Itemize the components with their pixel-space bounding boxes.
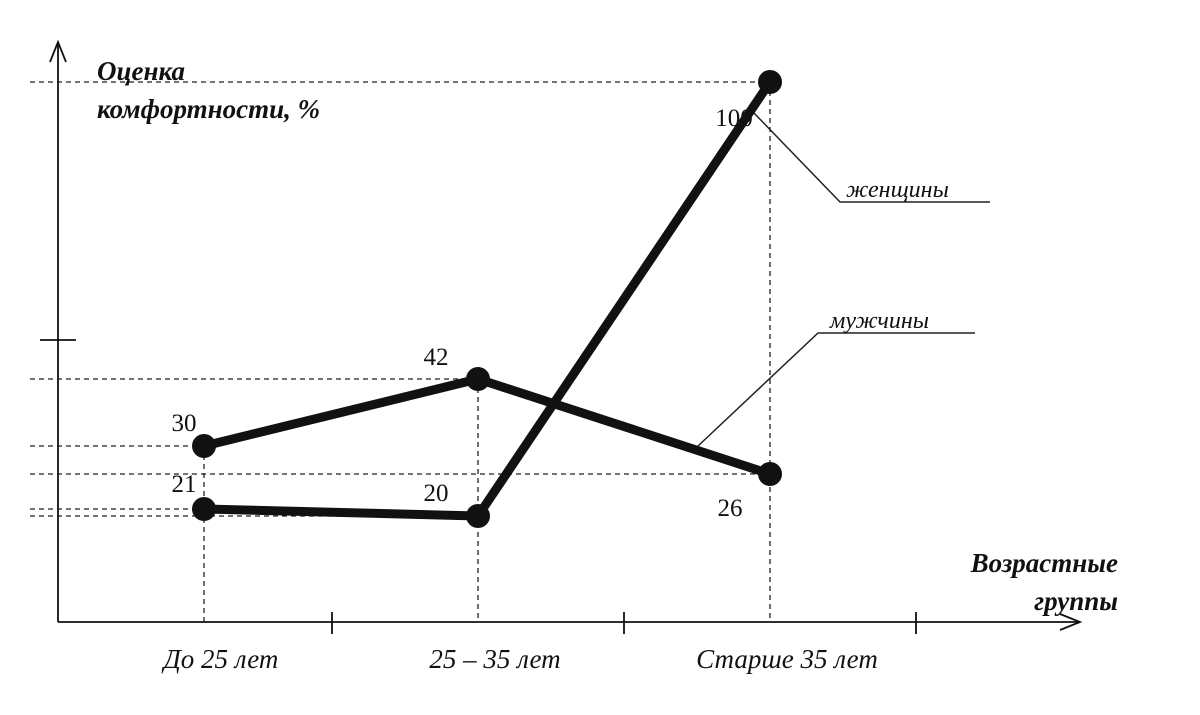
axes bbox=[40, 39, 1083, 634]
series-label-leader bbox=[753, 112, 990, 203]
series-labels: женщины мужчины bbox=[697, 112, 990, 447]
x-axis-title-line2: группы bbox=[1034, 586, 1118, 616]
series-label: мужчины bbox=[829, 308, 929, 334]
value-label: 100 bbox=[715, 105, 753, 132]
y-axis-title-line1: Оценка bbox=[97, 56, 185, 86]
x-axis-arrow bbox=[1059, 613, 1083, 631]
x-tick-label: 25 – 35 лет bbox=[429, 644, 560, 674]
series-label-leader bbox=[697, 332, 975, 447]
value-label: 21 bbox=[172, 471, 197, 498]
data-point bbox=[758, 462, 782, 486]
series-line bbox=[199, 374, 775, 479]
value-labels: 21 20 100 30 42 26 bbox=[172, 105, 753, 522]
value-label: 30 bbox=[172, 410, 197, 437]
category-labels: До 25 лет 25 – 35 лет Старше 35 лет bbox=[161, 644, 878, 674]
y-axis-title-line2: комфортности, % bbox=[97, 94, 320, 124]
data-point bbox=[758, 70, 782, 94]
series-label: женщины bbox=[846, 177, 949, 203]
series-lines bbox=[199, 77, 775, 521]
value-label: 20 bbox=[424, 480, 449, 507]
guide-lines bbox=[30, 81, 771, 622]
data-point bbox=[466, 367, 490, 391]
x-tick-label: До 25 лет bbox=[161, 644, 279, 674]
y-axis-arrow bbox=[49, 39, 67, 63]
data-point bbox=[466, 504, 490, 528]
x-axis-title-line1: Возрастные bbox=[970, 548, 1118, 578]
value-label: 42 bbox=[424, 344, 449, 371]
data-points bbox=[192, 70, 782, 528]
data-point bbox=[192, 434, 216, 458]
data-point bbox=[192, 497, 216, 521]
value-label: 26 bbox=[718, 495, 743, 522]
x-tick-label: Старше 35 лет bbox=[696, 644, 878, 674]
